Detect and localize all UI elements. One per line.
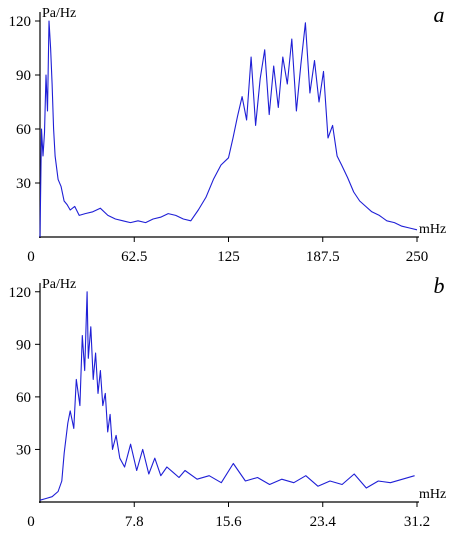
y-tick-label: 90 bbox=[16, 68, 31, 84]
y-tick-label: 60 bbox=[16, 122, 31, 138]
series-line bbox=[39, 20, 418, 238]
series-line bbox=[39, 291, 415, 501]
y-tick-label: 90 bbox=[16, 337, 31, 353]
x-tick-label: 31.2 bbox=[404, 514, 430, 530]
y-tick-label: 60 bbox=[16, 390, 31, 406]
x-tick-label: 15.6 bbox=[215, 514, 242, 530]
x-tick-label: 250 bbox=[406, 249, 429, 265]
panel-letter: a bbox=[434, 2, 445, 27]
y-axis-unit-label: Pa/Hz bbox=[42, 277, 76, 292]
x-tick-label: 7.8 bbox=[125, 514, 144, 530]
panel-letter: b bbox=[434, 273, 445, 298]
origin-label: 0 bbox=[27, 249, 35, 265]
y-tick-label: 120 bbox=[9, 14, 32, 30]
x-tick-label: 187.5 bbox=[306, 249, 340, 265]
x-axis-unit-label: mHz bbox=[419, 222, 446, 237]
y-axis-unit-label: Pa/Hz bbox=[42, 6, 76, 21]
y-tick-label: 120 bbox=[9, 285, 32, 301]
y-tick-label: 30 bbox=[16, 442, 31, 458]
origin-label: 0 bbox=[27, 514, 35, 530]
x-tick-label: 62.5 bbox=[121, 249, 147, 265]
y-tick-label: 30 bbox=[16, 176, 31, 192]
x-tick-label: 125 bbox=[217, 249, 240, 265]
x-tick-label: 23.4 bbox=[310, 514, 337, 530]
x-axis-unit-label: mHz bbox=[419, 487, 446, 502]
